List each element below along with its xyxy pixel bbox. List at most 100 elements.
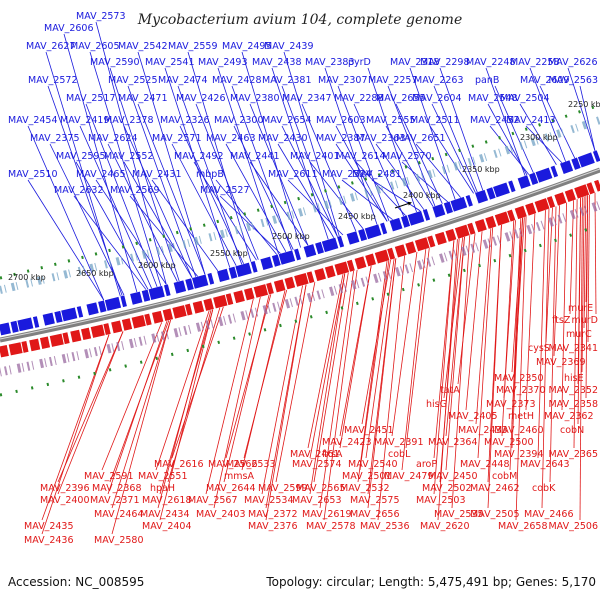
reverse-gene-label[interactable]: murD <box>572 315 599 326</box>
forward-gene-label[interactable]: MAV_2605 <box>70 41 120 52</box>
reverse-gene-label[interactable]: MAV_2370 <box>496 385 546 396</box>
forward-gene-label[interactable]: MAV_2257 <box>368 75 418 86</box>
reverse-gene-label[interactable]: MAV_2450 <box>428 471 478 482</box>
reverse-gene-label[interactable]: MAV_2466 <box>524 509 574 520</box>
reverse-gene-label[interactable]: MAV_2644 <box>206 483 256 494</box>
reverse-gene-label[interactable]: MAV_2376 <box>248 521 298 532</box>
forward-gene-label[interactable]: MAV_2632 <box>54 185 104 196</box>
forward-gene-label[interactable]: MAV_2525 <box>108 75 158 86</box>
forward-gene-label[interactable]: mbpB <box>196 169 224 180</box>
reverse-gene-label[interactable]: MAV_2599 <box>258 483 308 494</box>
forward-gene-label[interactable]: MAV_2263 <box>414 75 464 86</box>
forward-gene-label[interactable]: MAV_2570 <box>382 151 432 162</box>
reverse-gene-label[interactable]: cysS <box>528 343 550 354</box>
forward-gene-label[interactable]: MAV_2573 <box>76 11 126 22</box>
reverse-gene-label[interactable]: MAV_2575 <box>350 495 400 506</box>
forward-gene-label[interactable]: MAV_2401 <box>290 151 340 162</box>
forward-gene-label[interactable]: MAV_2571 <box>152 133 202 144</box>
forward-gene-label[interactable]: MAV_2380 <box>230 93 280 104</box>
forward-gene-label[interactable]: panB <box>475 75 499 86</box>
forward-gene-label[interactable]: MAV_2606 <box>44 23 94 34</box>
forward-gene-label[interactable]: MAV_2590 <box>90 57 140 68</box>
reverse-gene-label[interactable]: MAV_2580 <box>94 535 144 546</box>
reverse-gene-label[interactable]: MAV_2534 <box>244 495 294 506</box>
forward-gene-label[interactable]: MAV_2439 <box>264 41 314 52</box>
reverse-gene-label[interactable]: MAV_2358 <box>548 399 598 410</box>
reverse-gene-label[interactable]: MAV_2479 <box>384 471 434 482</box>
forward-gene-label[interactable]: MAV_2492 <box>174 151 224 162</box>
reverse-gene-label[interactable]: murE <box>568 303 593 314</box>
reverse-gene-label[interactable]: MAV_2394 <box>494 449 544 460</box>
forward-gene-label[interactable]: MAV_2426 <box>176 93 226 104</box>
forward-gene-label[interactable]: MAV_2419 <box>60 115 110 126</box>
reverse-gene-label[interactable]: MAV_2368 <box>92 483 142 494</box>
forward-gene-label[interactable]: MAV_2441 <box>230 151 280 162</box>
reverse-gene-label[interactable]: MAV_2405 <box>448 411 498 422</box>
reverse-gene-label[interactable]: MAV_2500 <box>484 437 534 448</box>
reverse-gene-label[interactable]: fxsA <box>322 449 343 460</box>
reverse-gene-label[interactable]: MAV_2460 <box>494 425 544 436</box>
reverse-gene-label[interactable]: MAV_2448 <box>460 459 510 470</box>
reverse-gene-label[interactable]: MAV_2656 <box>350 509 400 520</box>
reverse-gene-label[interactable]: MAV_2502 <box>422 483 472 494</box>
forward-gene-label[interactable]: MAV_2614 <box>336 151 386 162</box>
reverse-gene-label[interactable]: MAV_2462 <box>470 483 520 494</box>
forward-gene-label[interactable]: MAV_2387 <box>316 133 366 144</box>
forward-gene-label[interactable]: MAV_2527 <box>200 185 250 196</box>
forward-gene-label[interactable]: MAV_2454 <box>8 115 58 126</box>
forward-gene-label[interactable]: MAV_2326 <box>160 115 210 126</box>
reverse-gene-label[interactable]: MAV_2551 <box>138 471 188 482</box>
forward-gene-label[interactable]: MAV_2481 <box>352 169 402 180</box>
reverse-gene-label[interactable]: MAV_2616 <box>154 459 204 470</box>
reverse-gene-label[interactable]: MAV_2436 <box>24 535 74 546</box>
reverse-gene-label[interactable]: cobL <box>388 449 411 460</box>
reverse-gene-label[interactable]: MAV_2364 <box>428 437 478 448</box>
reverse-gene-label[interactable]: metH <box>508 411 534 422</box>
reverse-gene-label[interactable]: MAV_2567 <box>188 495 238 506</box>
reverse-gene-label[interactable]: MAV_2506 <box>548 521 598 532</box>
forward-gene-label[interactable]: MAV_2495 <box>222 41 272 52</box>
reverse-gene-label[interactable]: MAV_2435 <box>24 521 74 532</box>
reverse-gene-label[interactable]: ftsZ <box>552 315 571 326</box>
forward-gene-label[interactable]: MAV_2611 <box>268 169 318 180</box>
reverse-gene-label[interactable]: MAV_2451 <box>344 425 394 436</box>
forward-gene-label[interactable]: MAV_2548 <box>468 93 518 104</box>
forward-gene-label[interactable]: MAV_2572 <box>28 75 78 86</box>
forward-gene-label[interactable]: MAV_2428 <box>212 75 262 86</box>
forward-gene-label[interactable]: MAV_2609 <box>520 75 570 86</box>
forward-gene-label[interactable]: MAV_2363 <box>356 133 406 144</box>
forward-gene-label[interactable]: MAV_2248 <box>466 57 516 68</box>
forward-gene-label[interactable]: MAV_2524 <box>322 169 372 180</box>
forward-gene-label[interactable]: MAV_2563 <box>548 75 598 86</box>
forward-gene-label[interactable]: MAV_2375 <box>30 133 80 144</box>
reverse-gene-label[interactable]: MAV_2350 <box>494 373 544 384</box>
reverse-gene-label[interactable]: MAV_2433 <box>458 425 508 436</box>
reverse-gene-label[interactable]: MAV_2566 <box>208 459 258 470</box>
reverse-gene-label[interactable]: MAV_2535 <box>434 509 484 520</box>
reverse-gene-label[interactable]: MAV_2371 <box>90 495 140 506</box>
forward-gene-label[interactable]: MAV_2655 <box>376 93 426 104</box>
forward-gene-label[interactable]: MAV_2654 <box>262 115 312 126</box>
forward-gene-label[interactable]: MAV_2318 <box>390 57 440 68</box>
reverse-gene-label[interactable]: MAV_2434 <box>140 509 190 520</box>
forward-gene-label[interactable]: MAV_2431 <box>132 169 182 180</box>
forward-gene-label[interactable]: MAV_2383 <box>305 57 355 68</box>
forward-gene-label[interactable]: MAV_2627 <box>26 41 76 52</box>
forward-gene-label[interactable]: MAV_2510 <box>8 169 58 180</box>
forward-gene-label[interactable]: MAV_2463 <box>206 133 256 144</box>
reverse-gene-label[interactable]: MAV_2404 <box>142 521 192 532</box>
forward-gene-label[interactable]: pyrD <box>348 57 371 68</box>
reverse-gene-label[interactable]: cobM <box>492 471 517 482</box>
reverse-gene-label[interactable]: MAV_2643 <box>520 459 570 470</box>
forward-gene-label[interactable]: MAV_2288 <box>334 93 384 104</box>
reverse-gene-label[interactable]: mmsA <box>224 471 254 482</box>
forward-gene-label[interactable]: MAV_2438 <box>252 57 302 68</box>
forward-gene-label[interactable]: MAV_2258 <box>510 57 560 68</box>
reverse-gene-label[interactable]: MAV_2362 <box>544 411 594 422</box>
reverse-gene-label[interactable]: MAV_2423 <box>322 437 372 448</box>
forward-gene-label[interactable]: MAV_2595 <box>56 151 106 162</box>
forward-gene-label[interactable]: MAV_2493 <box>198 57 248 68</box>
reverse-gene-label[interactable]: MAV_2540 <box>348 459 398 470</box>
reverse-gene-label[interactable]: MAV_2658 <box>498 521 548 532</box>
reverse-gene-label[interactable]: MAV_2565 <box>296 483 346 494</box>
